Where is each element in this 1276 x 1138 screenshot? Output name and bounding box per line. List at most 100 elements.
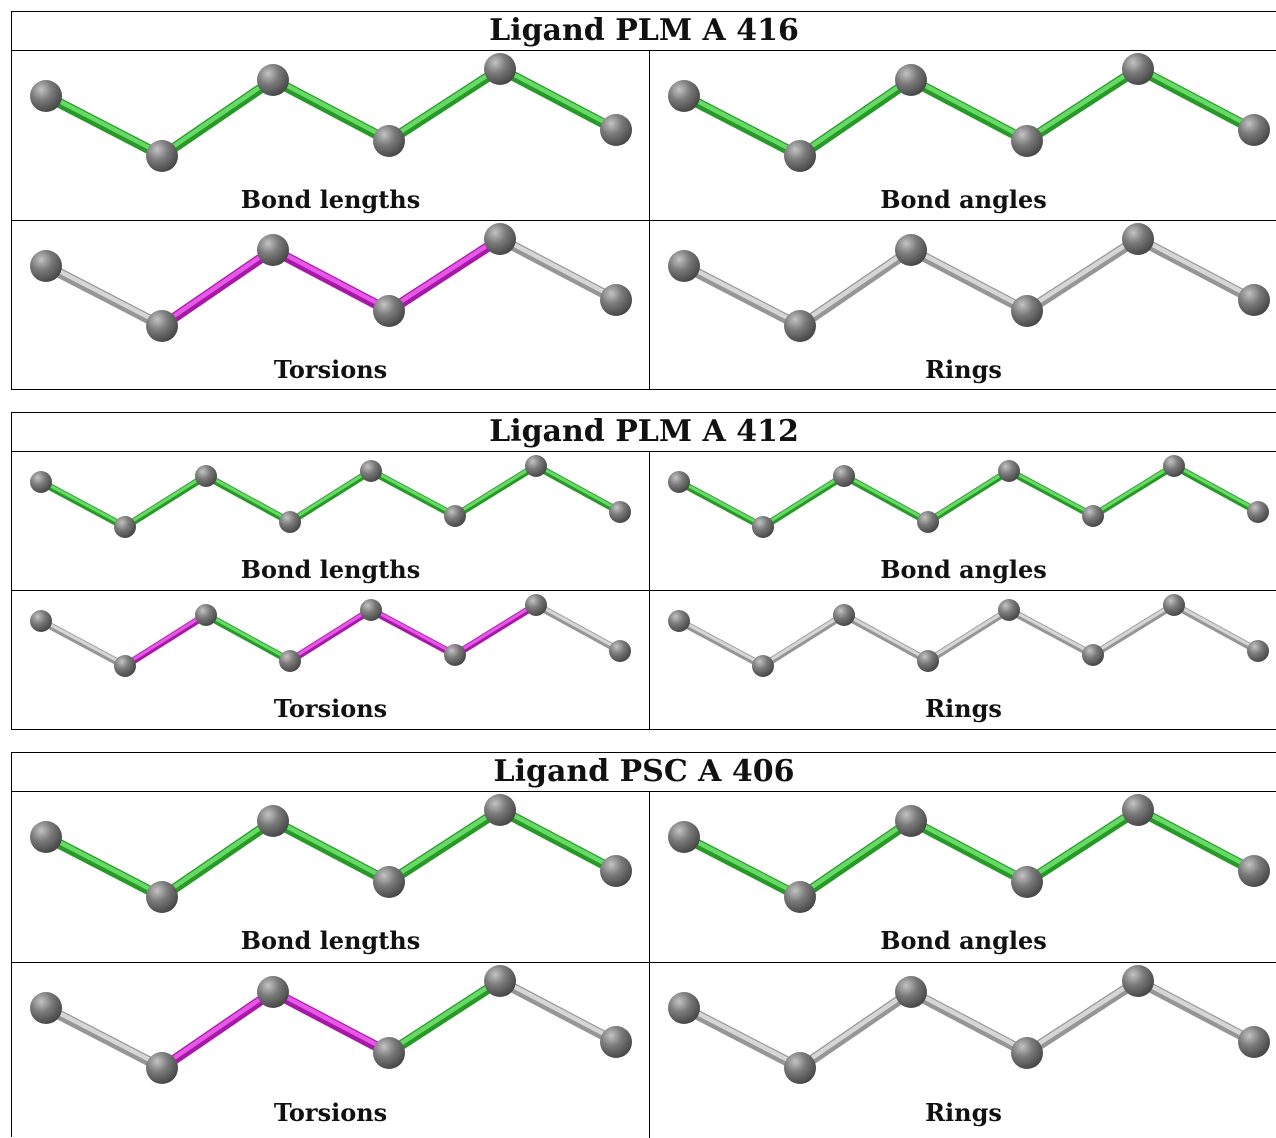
atom	[146, 1052, 178, 1084]
bond-highlight	[43, 91, 165, 157]
molecule-diagram	[30, 794, 632, 913]
atom	[195, 604, 217, 626]
bond-highlight	[908, 75, 1030, 142]
bond-highlight	[204, 473, 292, 523]
atom	[917, 511, 939, 533]
bond-highlight	[681, 832, 803, 898]
atom	[30, 821, 62, 853]
bond-highlight	[204, 612, 292, 662]
atom	[373, 125, 405, 157]
atom	[895, 805, 927, 837]
atom	[784, 140, 816, 172]
atom	[484, 53, 516, 85]
molecule-diagram	[668, 794, 1270, 913]
panel-caption: Rings	[925, 1098, 1002, 1127]
bond-highlight	[1172, 602, 1260, 652]
atom	[668, 992, 700, 1024]
bond-highlight	[43, 832, 165, 898]
molecule-diagram	[30, 455, 631, 538]
panel-caption: Torsions	[273, 694, 388, 723]
bond-highlight	[386, 805, 503, 883]
bond-highlight	[270, 75, 392, 142]
panel-caption: Torsions	[273, 355, 388, 384]
bond-highlight	[797, 987, 914, 1069]
atom	[525, 455, 547, 477]
atom	[668, 610, 690, 632]
molecule-diagram	[30, 594, 631, 677]
bond-highlight	[270, 987, 392, 1054]
atom	[895, 234, 927, 266]
ligand-title: Ligand PLM A 412	[12, 413, 1276, 452]
bond-highlight	[797, 816, 914, 898]
panel-bond-lengths: Bond lengths	[12, 452, 650, 591]
bond-highlight	[677, 479, 765, 528]
atom	[1082, 644, 1104, 666]
bond-highlight	[288, 468, 373, 523]
atom	[30, 610, 52, 632]
bond-highlight	[369, 468, 457, 517]
atom	[373, 295, 405, 327]
atom	[279, 511, 301, 533]
atom	[114, 516, 136, 538]
bond-highlight	[39, 479, 127, 528]
panel-caption: Bond angles	[880, 185, 1047, 214]
bond-highlight	[497, 976, 619, 1043]
atom	[752, 516, 774, 538]
atom	[444, 644, 466, 666]
atom	[833, 465, 855, 487]
atom	[257, 64, 289, 96]
atom	[784, 1052, 816, 1084]
panel-caption: Bond angles	[880, 555, 1047, 584]
atom	[609, 501, 631, 523]
bond-highlight	[681, 261, 803, 327]
ligand-title: Ligand PSC A 406	[12, 753, 1276, 792]
atom	[1082, 505, 1104, 527]
atom	[784, 310, 816, 342]
bond-highlight	[159, 816, 276, 898]
atom	[30, 992, 62, 1024]
atom	[600, 1026, 632, 1058]
panel-bond-angles: Bond angles	[650, 51, 1276, 221]
atom	[600, 284, 632, 316]
atom	[30, 80, 62, 112]
atom	[998, 460, 1020, 482]
bond-highlight	[908, 245, 1030, 312]
bond-highlight	[159, 245, 276, 327]
bond-highlight	[761, 612, 846, 667]
atom	[1011, 1037, 1043, 1069]
bond-highlight	[926, 468, 1011, 523]
ligand-title: Ligand PLM A 416	[12, 12, 1276, 51]
bond-highlight	[1007, 607, 1095, 656]
molecule-diagram	[668, 455, 1269, 538]
atom	[668, 250, 700, 282]
bond-highlight	[1007, 468, 1095, 517]
panel-caption: Bond lengths	[240, 555, 421, 584]
bond-highlight	[386, 976, 503, 1054]
atom	[600, 855, 632, 887]
atom	[30, 471, 52, 493]
molecule-diagram	[668, 223, 1270, 342]
bond-highlight	[453, 463, 538, 517]
bond-highlight	[1135, 64, 1257, 131]
panel-bond-angles: Bond angles	[650, 792, 1276, 963]
bond-highlight	[497, 805, 619, 872]
atom	[784, 881, 816, 913]
panel-torsions: Torsions	[12, 221, 650, 389]
bond-highlight	[270, 816, 392, 883]
atom	[1122, 223, 1154, 255]
molecule-diagram	[30, 53, 632, 172]
molecule-diagram	[30, 223, 632, 342]
panel-rings: Rings	[650, 591, 1276, 729]
atom	[1238, 1026, 1270, 1058]
atom	[998, 599, 1020, 621]
atom	[1247, 640, 1269, 662]
atom	[1238, 114, 1270, 146]
atom	[895, 64, 927, 96]
ligand-block-1: Ligand PLM A 416 Bond lengths Bond angle…	[11, 11, 1276, 390]
atom	[1122, 965, 1154, 997]
panel-caption: Bond lengths	[240, 185, 421, 214]
bond-highlight	[842, 473, 930, 523]
atom	[668, 471, 690, 493]
atom	[609, 640, 631, 662]
bond-highlight	[1024, 976, 1141, 1054]
